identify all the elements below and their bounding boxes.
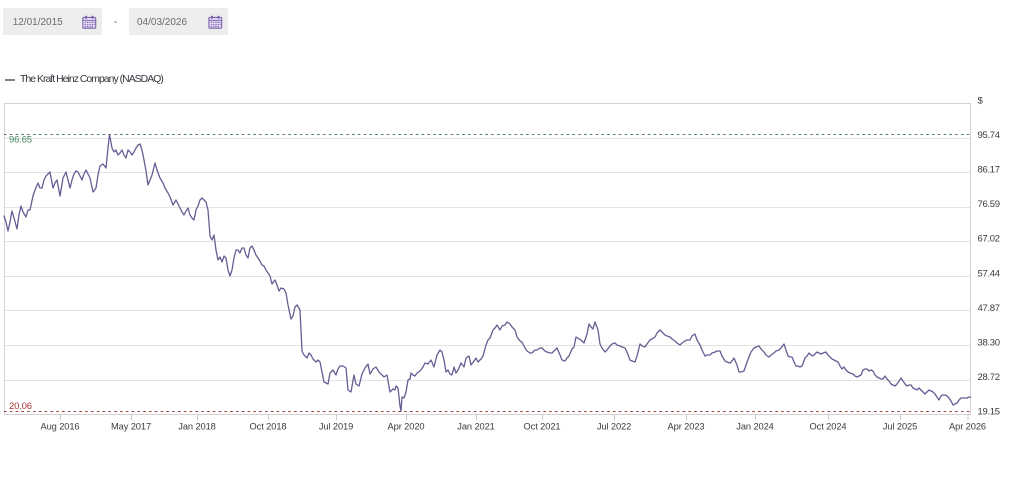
svg-text:20.06: 20.06: [9, 401, 32, 412]
svg-text:57.44: 57.44: [978, 268, 1000, 279]
svg-text:67.02: 67.02: [978, 234, 1000, 245]
svg-text:Jul 2019: Jul 2019: [319, 421, 353, 431]
svg-text:76.59: 76.59: [978, 199, 1000, 210]
svg-text:Apr 2023: Apr 2023: [668, 421, 705, 431]
svg-text:47.87: 47.87: [978, 303, 1000, 314]
svg-text:38.30: 38.30: [978, 337, 1000, 348]
svg-text:Jul 2022: Jul 2022: [597, 421, 631, 431]
svg-text:Jul 2025: Jul 2025: [883, 421, 917, 431]
svg-text:19.15: 19.15: [978, 407, 1000, 418]
svg-text:Jan 2024: Jan 2024: [736, 421, 773, 431]
svg-text:May 2017: May 2017: [111, 421, 151, 431]
svg-text:95.74: 95.74: [978, 130, 1000, 141]
svg-text:Aug 2016: Aug 2016: [40, 421, 79, 431]
svg-text:Jan 2018: Jan 2018: [178, 421, 215, 431]
svg-text:Oct 2018: Oct 2018: [250, 421, 287, 431]
svg-text:28.72: 28.72: [978, 372, 1000, 383]
svg-text:Apr 2020: Apr 2020: [388, 421, 425, 431]
svg-text:86.17: 86.17: [978, 165, 1000, 176]
svg-text:Apr 2026: Apr 2026: [949, 421, 986, 431]
svg-text:Oct 2024: Oct 2024: [810, 421, 847, 431]
svg-text:$: $: [978, 96, 984, 107]
svg-text:Oct 2021: Oct 2021: [524, 421, 561, 431]
svg-text:Jan 2021: Jan 2021: [457, 421, 494, 431]
svg-text:96.65: 96.65: [9, 134, 32, 145]
